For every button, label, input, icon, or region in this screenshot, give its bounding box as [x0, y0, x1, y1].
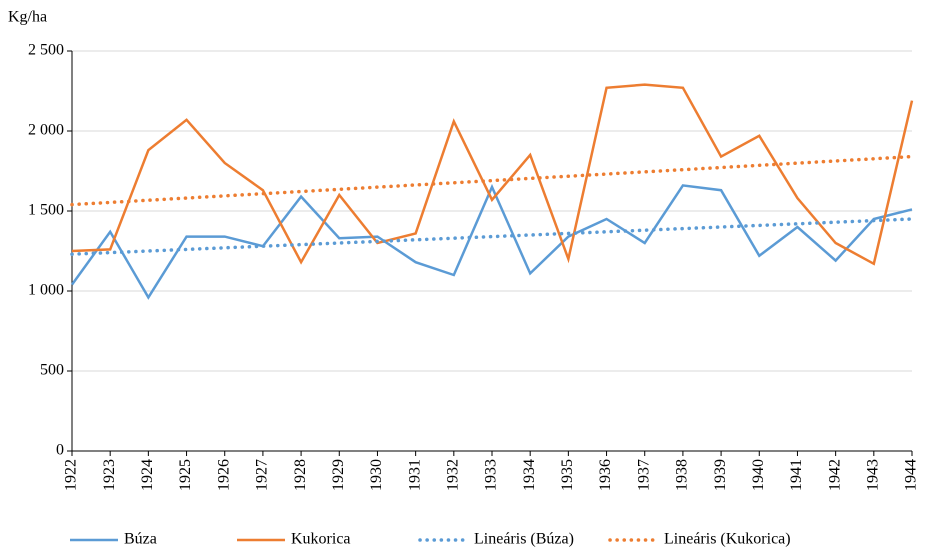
- x-tick-label: 1932: [444, 459, 461, 491]
- x-tick-label: 1937: [635, 459, 652, 491]
- x-tick-label: 1924: [139, 459, 156, 491]
- x-tick-label: 1934: [521, 459, 538, 491]
- y-tick-label: 2 000: [28, 122, 64, 139]
- legend-label: Búza: [124, 531, 157, 548]
- x-tick-label: 1925: [177, 459, 194, 491]
- x-tick-label: 1927: [254, 459, 271, 491]
- legend-label: Lineáris (Búza): [474, 531, 574, 548]
- y-tick-label: 0: [56, 442, 64, 459]
- x-tick-label: 1942: [826, 459, 843, 491]
- x-tick-label: 1926: [215, 459, 232, 491]
- x-tick-label: 1931: [406, 459, 423, 491]
- legend-label: Kukorica: [291, 531, 351, 548]
- x-tick-label: 1940: [750, 459, 767, 491]
- x-tick-label: 1941: [788, 459, 805, 491]
- y-tick-label: 1 500: [28, 202, 64, 219]
- y-tick-label: 1 000: [28, 282, 64, 299]
- x-tick-label: 1943: [864, 459, 881, 491]
- x-tick-label: 1935: [559, 459, 576, 491]
- y-tick-label: 500: [40, 362, 64, 379]
- x-tick-label: 1930: [368, 459, 385, 491]
- y-axis-label: Kg/ha: [8, 9, 47, 26]
- x-tick-label: 1936: [597, 459, 614, 491]
- x-tick-label: 1923: [101, 459, 118, 491]
- series-line: [70, 154, 914, 207]
- series-line: [71, 83, 914, 266]
- x-tick-label: 1929: [330, 459, 347, 491]
- x-tick-label: 1939: [712, 459, 729, 491]
- series-line: [70, 183, 913, 300]
- series-line: [70, 217, 914, 256]
- legend-label: Lineáris (Kukorica): [664, 531, 791, 548]
- x-tick-label: 1922: [63, 459, 80, 491]
- y-tick-label: 2 500: [28, 42, 64, 59]
- x-tick-label: 1928: [292, 459, 309, 491]
- x-tick-label: 1944: [903, 459, 920, 491]
- x-tick-label: 1938: [674, 459, 691, 491]
- x-tick-label: 1933: [483, 459, 500, 491]
